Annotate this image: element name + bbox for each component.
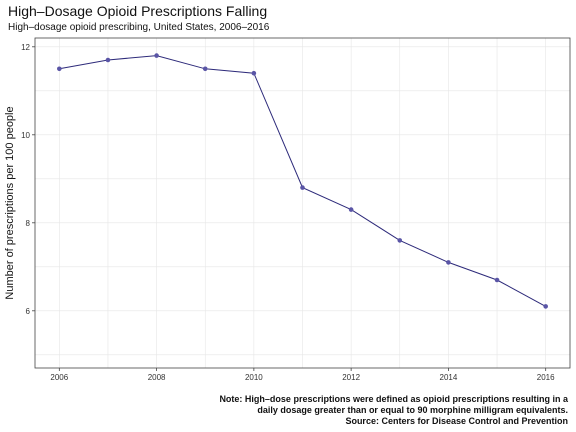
x-tick-label: 2008	[148, 373, 166, 382]
x-tick-label: 2006	[50, 373, 68, 382]
data-point	[446, 260, 451, 265]
grid-lines	[35, 38, 570, 368]
data-point	[251, 70, 257, 76]
x-tick-label: 2014	[440, 373, 458, 382]
y-axis: 6 8 10 12	[21, 43, 35, 316]
data-point	[397, 238, 403, 243]
caption-line-3: Source: Centers for Disease Control and …	[345, 416, 568, 426]
data-point	[494, 277, 500, 283]
data-point	[57, 66, 62, 72]
x-tick-label: 2012	[342, 373, 360, 382]
data-points	[57, 53, 548, 309]
data-point	[202, 66, 208, 72]
data-point	[543, 304, 548, 309]
y-tick-label: 12	[21, 43, 30, 52]
data-point	[154, 53, 159, 58]
x-tick-label: 2010	[245, 373, 263, 382]
x-axis: 2006 2008 2010 2012 2014 2016	[50, 368, 555, 382]
data-point	[348, 207, 354, 212]
data-point	[105, 57, 111, 63]
chart-subtitle: High–dosage opioid prescribing, United S…	[8, 22, 270, 33]
y-tick-label: 6	[26, 307, 31, 316]
caption-line-2: daily dosage greater than or equal to 90…	[257, 405, 568, 415]
plot-panel-border	[34, 37, 571, 369]
data-point	[300, 185, 305, 190]
caption-line-1: Note: High–dose prescriptions were defin…	[219, 394, 568, 404]
chart-title: High–Dosage Opioid Prescriptions Falling	[8, 3, 268, 19]
y-tick-label: 8	[26, 219, 31, 228]
chart-caption: Note: High–dose prescriptions were defin…	[219, 394, 568, 427]
x-tick-label: 2016	[537, 373, 555, 382]
y-tick-label: 10	[21, 131, 30, 140]
y-axis-label: Number of prescriptions per 100 people	[4, 106, 16, 299]
